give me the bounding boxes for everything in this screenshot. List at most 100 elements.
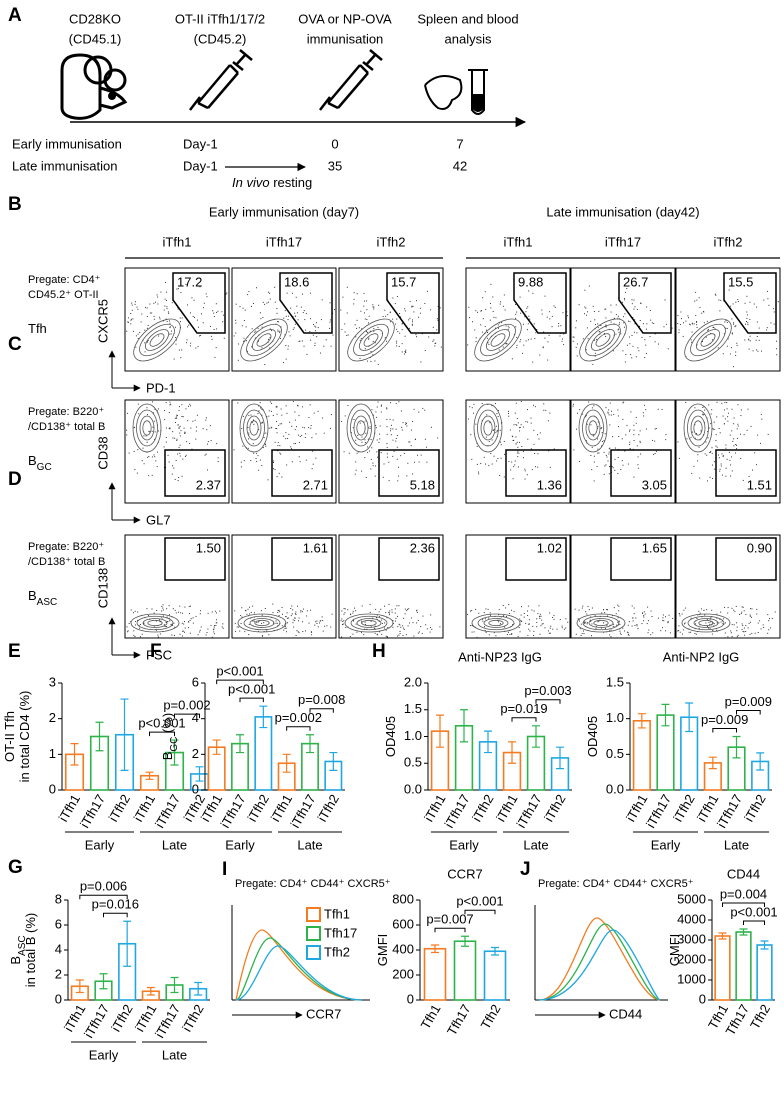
- event-dot: [260, 407, 262, 409]
- event-dot: [147, 324, 149, 326]
- event-dot: [148, 615, 150, 617]
- event-dot: [275, 406, 277, 408]
- event-dot: [315, 326, 317, 328]
- event-dot: [277, 445, 279, 447]
- event-dot: [711, 609, 713, 611]
- event-dot: [741, 606, 743, 608]
- event-dot: [178, 406, 180, 408]
- event-dot: [363, 292, 365, 294]
- event-dot: [196, 414, 198, 416]
- event-dot: [397, 626, 399, 628]
- panel-letter: H: [372, 641, 386, 662]
- event-dot: [297, 631, 299, 633]
- event-dot: [472, 412, 474, 414]
- event-dot: [153, 454, 155, 456]
- event-dot: [519, 624, 521, 626]
- event-dot: [467, 344, 469, 346]
- event-dot: [272, 414, 274, 416]
- event-dot: [401, 343, 403, 345]
- legend-label: Tfh1: [324, 906, 350, 921]
- event-dot: [534, 452, 536, 454]
- event-dot: [539, 613, 541, 615]
- event-dot: [437, 319, 439, 321]
- event-dot: [508, 613, 510, 615]
- event-dot: [548, 311, 550, 313]
- event-dot: [480, 310, 482, 312]
- event-dot: [146, 340, 148, 342]
- event-dot: [748, 339, 750, 341]
- event-dot: [549, 612, 551, 614]
- event-dot: [134, 610, 136, 612]
- event-dot: [743, 434, 745, 436]
- event-dot: [162, 604, 164, 606]
- event-dot: [223, 337, 225, 339]
- event-dot: [530, 422, 532, 424]
- event-dot: [622, 402, 624, 404]
- event-dot: [706, 619, 708, 621]
- event-dot: [137, 611, 139, 613]
- event-dot: [713, 625, 715, 627]
- event-dot: [633, 440, 635, 442]
- event-dot: [647, 620, 649, 622]
- event-dot: [536, 329, 538, 331]
- event-dot: [408, 327, 410, 329]
- event-dot: [199, 286, 201, 288]
- event-dot: [295, 315, 297, 317]
- event-dot: [703, 609, 705, 611]
- event-dot: [688, 631, 690, 633]
- event-dot: [373, 330, 375, 332]
- event-dot: [311, 634, 313, 636]
- event-dot: [263, 437, 265, 439]
- event-dot: [400, 410, 402, 412]
- panel-letter: I: [222, 859, 227, 880]
- event-dot: [279, 337, 281, 339]
- y-tick-label: 2.0: [404, 674, 422, 689]
- event-dot: [657, 617, 659, 619]
- event-dot: [720, 465, 722, 467]
- column-label: iTfh17: [266, 234, 302, 249]
- event-dot: [247, 608, 249, 610]
- error-bar: [70, 743, 79, 766]
- event-dot: [173, 634, 175, 636]
- event-dot: [512, 624, 514, 626]
- event-dot: [722, 618, 724, 620]
- event-dot: [522, 451, 524, 453]
- event-dot: [703, 413, 705, 415]
- x-tick-label: iTfh17: [514, 792, 545, 831]
- event-dot: [375, 427, 377, 429]
- event-dot: [372, 306, 374, 308]
- event-dot: [558, 325, 560, 327]
- event-dot: [725, 475, 727, 477]
- event-dot: [291, 448, 293, 450]
- event-dot: [665, 439, 667, 441]
- error-bar: [195, 766, 204, 782]
- event-dot: [591, 623, 593, 625]
- event-dot: [211, 611, 213, 613]
- event-dot: [321, 299, 323, 301]
- event-dot: [605, 326, 607, 328]
- event-dot: [131, 304, 133, 306]
- event-dot: [601, 427, 603, 429]
- event-dot: [654, 333, 656, 335]
- event-dot: [742, 631, 744, 633]
- error-bar: [145, 771, 154, 780]
- event-dot: [166, 320, 168, 322]
- event-dot: [167, 454, 169, 456]
- day-label: 7: [456, 136, 463, 151]
- event-dot: [610, 636, 612, 638]
- event-dot: [722, 620, 724, 622]
- event-dot: [272, 622, 274, 624]
- event-dot: [684, 622, 686, 624]
- event-dot: [629, 429, 631, 431]
- event-dot: [527, 610, 529, 612]
- event-dot: [766, 327, 768, 329]
- event-dot: [547, 359, 549, 361]
- event-dot: [756, 335, 758, 337]
- event-dot: [186, 326, 188, 328]
- event-dot: [138, 625, 140, 627]
- event-dot: [195, 438, 197, 440]
- event-dot: [193, 299, 195, 301]
- event-dot: [768, 629, 770, 631]
- event-dot: [617, 315, 619, 317]
- event-dot: [609, 466, 611, 468]
